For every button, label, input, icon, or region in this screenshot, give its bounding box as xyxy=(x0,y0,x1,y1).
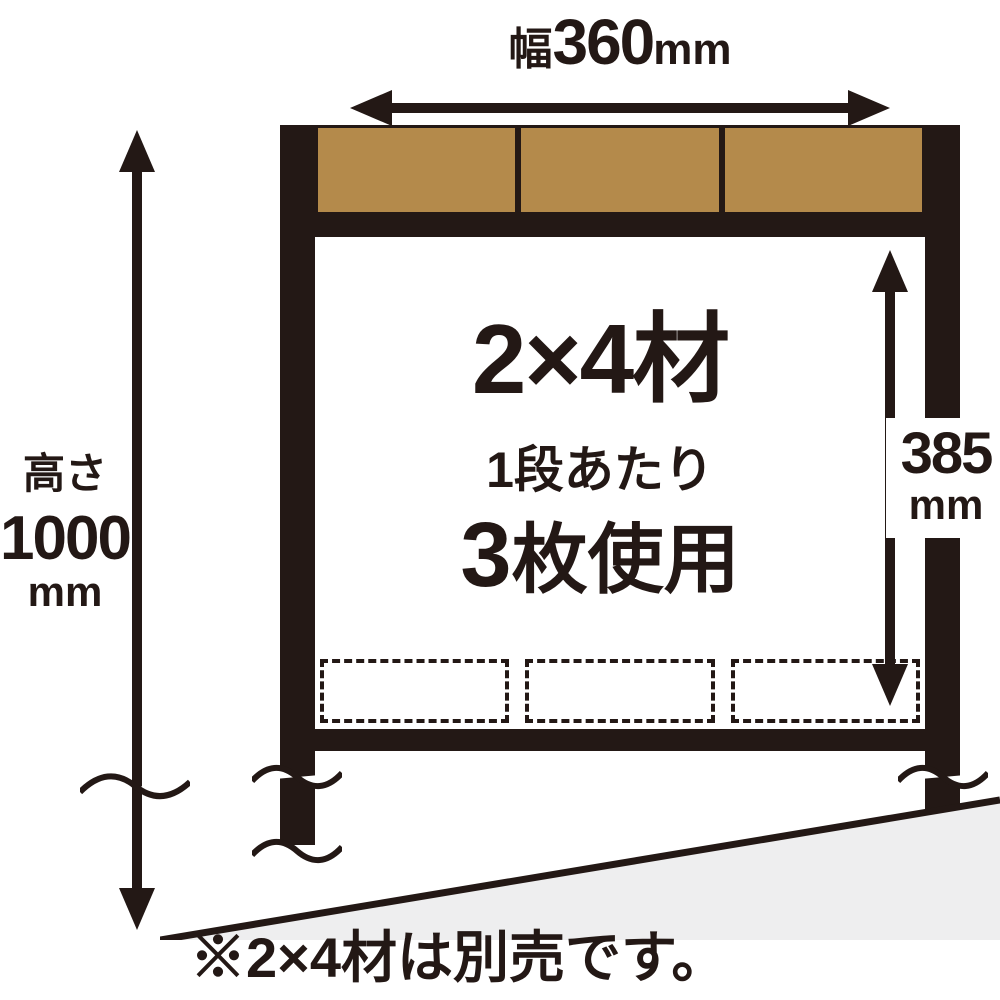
width-unit: mm xyxy=(653,25,731,74)
height-unit: mm xyxy=(0,568,130,616)
plank-bottom-2 xyxy=(525,659,714,723)
width-arrow xyxy=(350,88,890,128)
height-label: 高さ 1000 mm xyxy=(0,440,130,616)
material-label: 2×4材 xyxy=(330,280,870,422)
center-text: 2×4材 1段あたり 3枚使用 xyxy=(330,280,870,608)
top-shelf xyxy=(315,125,925,215)
height-break-mark xyxy=(80,760,190,810)
planks-suffix: 枚使用 xyxy=(512,518,740,603)
height-prefix: 高さ xyxy=(23,450,107,497)
width-label: 幅360mm xyxy=(350,5,890,79)
per-tier-label: 1段あたり xyxy=(330,430,870,502)
plank-top-3 xyxy=(722,125,925,215)
shelf-gap-label: 385 mm xyxy=(886,420,1000,529)
plank-top-1 xyxy=(315,125,518,215)
rail-upper xyxy=(315,215,925,237)
plank-bottom-1 xyxy=(320,659,509,723)
planks-count: 3 xyxy=(460,504,511,606)
planks-used-label: 3枚使用 xyxy=(330,498,870,608)
shelf-gap-value: 385 xyxy=(886,420,1000,487)
rail-lower xyxy=(315,729,925,751)
width-value: 360 xyxy=(552,6,653,78)
plank-top-2 xyxy=(518,125,721,215)
bottom-shelf-dashed xyxy=(320,659,920,723)
footnote: ※2×4材は別売です。 xyxy=(190,913,1000,994)
height-value: 1000 xyxy=(0,503,130,574)
width-prefix: 幅 xyxy=(508,25,552,74)
shelf-gap-unit: mm xyxy=(886,481,1000,529)
post-left xyxy=(280,125,315,845)
